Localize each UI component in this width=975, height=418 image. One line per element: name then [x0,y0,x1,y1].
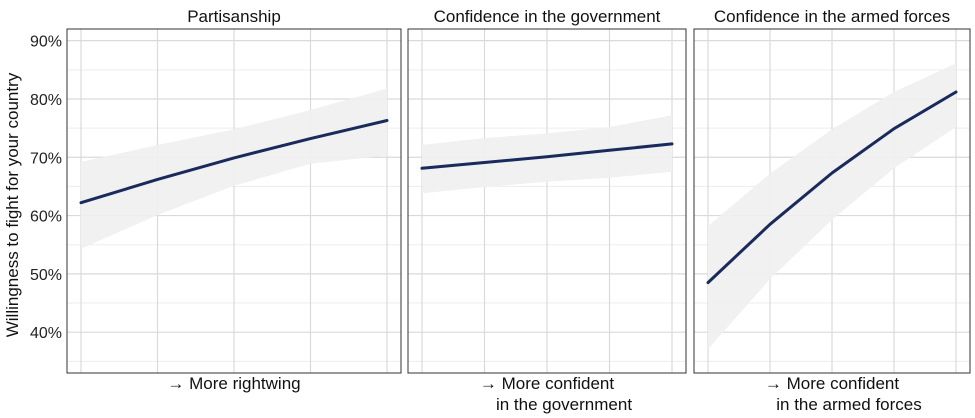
panel-border [693,28,971,374]
panel-border [407,28,687,374]
panel-title: Confidence in the armed forces [714,7,950,26]
x-axis-label-line2: in the armed forces [776,395,922,414]
panel-title: Confidence in the government [434,7,661,26]
x-axis-label-line2: in the government [496,395,632,414]
y-tick-label: 80% [30,92,62,109]
x-axis-label-line1: → More confident [480,374,614,393]
y-tick-label: 70% [30,150,62,167]
panel-2: Confidence in the government → More confi… [407,7,687,414]
y-tick-label: 40% [30,325,62,342]
x-axis-label-line1: → More confident [765,374,899,393]
y-tick-label: 50% [30,267,62,284]
confidence-band [422,115,672,194]
panel-title: Partisanship [187,7,281,26]
x-axis-label-line1: → More rightwing [167,374,300,393]
panel-border [66,28,402,374]
confidence-band [81,88,387,249]
panel-3: Confidence in the armed forces → More con… [693,7,971,414]
y-axis-label: Willingness to fight for your country [3,72,22,337]
confidence-band [708,63,956,350]
series-line [706,90,958,285]
y-tick-label: 90% [30,34,62,51]
panels: 40% 50% 60% 70% 80% 90% Partisanship → More rig… [30,7,971,414]
series-line [420,142,674,170]
y-tick-label: 60% [30,209,62,226]
series-line [79,119,389,205]
panel-1: Partisanship → More rightwing [66,7,402,393]
